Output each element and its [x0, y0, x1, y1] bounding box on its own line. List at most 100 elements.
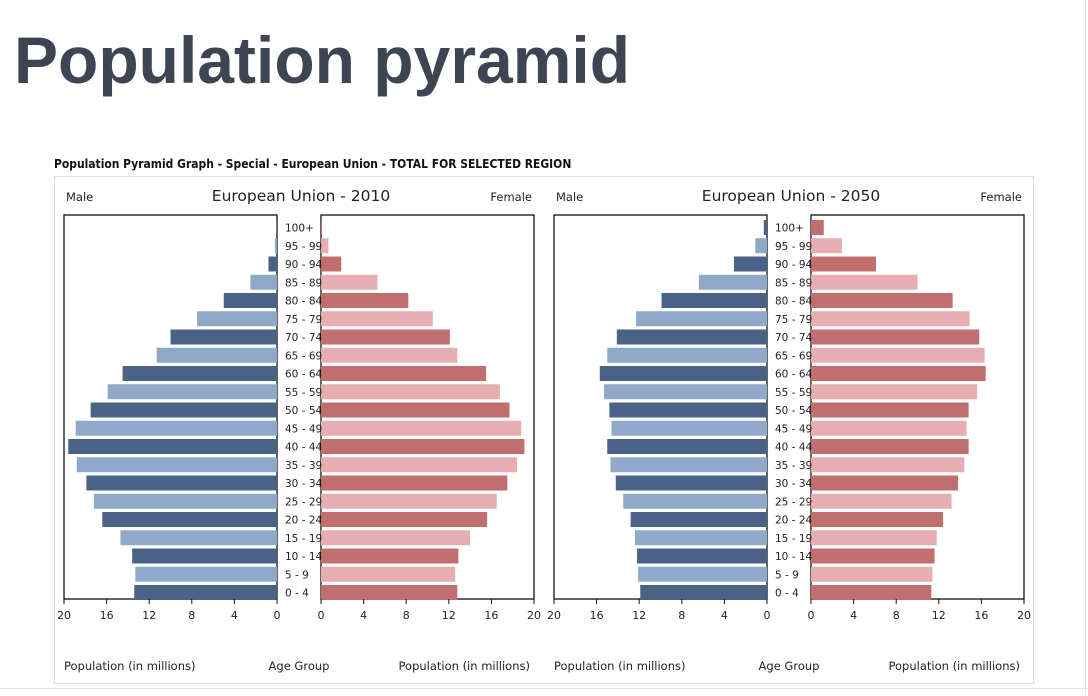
- x-axis-label-center: Age Group: [269, 659, 330, 673]
- x-tick-label: 12: [632, 609, 646, 622]
- male-bar: [107, 384, 277, 400]
- male-bar: [630, 512, 767, 527]
- x-tick-label: 20: [1017, 609, 1031, 622]
- x-tick-label: 12: [932, 609, 946, 622]
- male-bar: [763, 220, 767, 235]
- chart-title: European Union - 2050: [702, 187, 880, 205]
- age-group-label: 90 - 94: [285, 259, 323, 271]
- female-bar: [321, 439, 525, 454]
- x-tick-label: 16: [484, 609, 498, 622]
- male-bar: [120, 530, 277, 546]
- female-bar: [811, 530, 937, 546]
- male-bar: [637, 548, 767, 564]
- age-group-label: 60 - 64: [775, 369, 813, 381]
- figure-title: Population Pyramid Graph - Special - Eur…: [54, 156, 572, 171]
- male-bar: [610, 457, 767, 473]
- age-group-label: 25 - 29: [285, 496, 322, 508]
- female-bar: [811, 220, 824, 235]
- age-group-label: 40 - 44: [285, 442, 323, 454]
- male-bar: [274, 238, 277, 254]
- page-title: Population pyramid: [14, 23, 631, 97]
- male-bar: [90, 402, 277, 418]
- male-bar: [615, 475, 767, 491]
- age-group-label: 25 - 29: [775, 496, 812, 508]
- x-tick-label: 20: [527, 609, 541, 622]
- age-group-label: 30 - 34: [775, 478, 813, 490]
- age-group-label: 75 - 79: [285, 314, 322, 326]
- male-bar: [698, 274, 767, 290]
- age-group-label: 65 - 69: [775, 350, 812, 362]
- female-bar: [321, 420, 522, 436]
- male-bar: [733, 256, 767, 272]
- female-header: Female: [980, 190, 1022, 204]
- female-bar: [321, 274, 378, 290]
- age-group-label: 65 - 69: [285, 350, 322, 362]
- x-tick-label: 8: [893, 609, 900, 622]
- female-bar: [321, 238, 329, 254]
- right-divider: [1085, 0, 1086, 696]
- male-bar: [609, 402, 767, 418]
- x-tick-label: 8: [403, 609, 410, 622]
- age-group-label: 85 - 89: [285, 277, 322, 289]
- male-bar: [623, 493, 767, 509]
- age-group-label: 80 - 84: [775, 296, 813, 308]
- female-bar: [811, 585, 932, 600]
- male-header: Male: [556, 190, 583, 204]
- male-bar: [68, 439, 277, 454]
- male-bar: [607, 347, 767, 363]
- x-axis-label-left: Population (in millions): [554, 659, 686, 673]
- female-bar: [811, 256, 876, 272]
- x-tick-label: 0: [808, 609, 815, 622]
- x-axis-label-right: Population (in millions): [399, 659, 531, 673]
- female-bar: [811, 238, 842, 254]
- x-tick-label: 12: [142, 609, 156, 622]
- age-group-label: 85 - 89: [775, 277, 812, 289]
- male-bar: [661, 293, 767, 308]
- female-bar: [321, 585, 458, 600]
- age-group-label: 15 - 19: [285, 533, 322, 545]
- female-bar: [321, 293, 409, 308]
- male-bar: [156, 347, 277, 363]
- female-bar: [811, 274, 918, 290]
- male-bar: [134, 585, 277, 600]
- male-bar: [122, 366, 277, 381]
- x-tick-label: 8: [678, 609, 685, 622]
- bottom-divider: [0, 688, 1088, 689]
- x-tick-label: 8: [188, 609, 195, 622]
- female-bar: [811, 420, 967, 436]
- male-bar: [607, 439, 767, 454]
- age-group-label: 95 - 99: [775, 241, 812, 253]
- female-bar: [811, 366, 986, 381]
- chart-title: European Union - 2010: [212, 187, 390, 205]
- x-tick-label: 4: [850, 609, 857, 622]
- x-tick-label: 16: [974, 609, 988, 622]
- male-bar: [75, 420, 277, 436]
- male-bar: [755, 238, 767, 254]
- age-group-label: 100+: [285, 223, 314, 235]
- female-bar: [811, 566, 933, 582]
- female-bar: [811, 548, 935, 564]
- female-bar: [321, 366, 487, 381]
- female-bar: [811, 311, 970, 327]
- male-bar: [170, 329, 277, 345]
- female-bar: [811, 329, 980, 345]
- age-group-label: 45 - 49: [775, 423, 812, 435]
- x-tick-label: 4: [360, 609, 367, 622]
- x-tick-label: 0: [764, 609, 771, 622]
- male-bar: [102, 512, 277, 527]
- age-group-label: 20 - 24: [775, 515, 813, 527]
- age-group-label: 0 - 4: [775, 588, 799, 600]
- female-bar: [321, 311, 433, 327]
- age-group-label: 40 - 44: [775, 442, 813, 454]
- age-group-label: 20 - 24: [285, 515, 323, 527]
- x-tick-label: 20: [547, 609, 561, 622]
- age-group-label: 55 - 59: [775, 387, 812, 399]
- female-bar: [811, 402, 969, 418]
- female-bar: [321, 220, 323, 235]
- age-group-label: 0 - 4: [285, 588, 309, 600]
- age-group-label: 90 - 94: [775, 259, 813, 271]
- female-bar: [321, 384, 500, 400]
- male-bar: [268, 256, 277, 272]
- male-bar: [636, 311, 767, 327]
- female-bar: [811, 457, 965, 473]
